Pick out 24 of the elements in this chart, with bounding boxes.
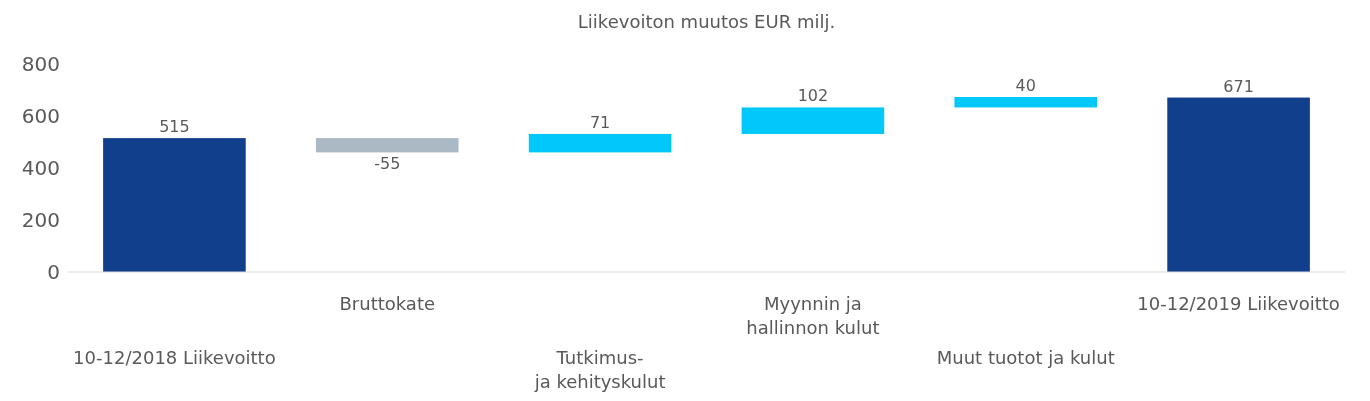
data-label: -55 [374,154,401,174]
data-label: 71 [589,112,611,132]
x-tick-label: Muut tuotot ja kulut [936,347,1115,368]
data-label: 671 [1223,76,1254,96]
bar [315,138,459,153]
bar [103,138,246,272]
data-label: 102 [797,86,829,106]
bar [954,97,1098,108]
data-label: 40 [1015,76,1036,96]
bar [1167,97,1310,272]
x-tick-label: Bruttokate [339,293,436,314]
bar [741,107,885,134]
y-tick-label: 600 [21,104,60,128]
x-tick-label: Myynnin ja hallinnon kulut [746,293,880,338]
y-tick-label: 800 [21,52,60,76]
y-tick-label: 0 [47,260,60,284]
bar [528,133,672,153]
data-label: 515 [159,117,190,137]
chart-title: Liikevoiton muutos EUR milj. [577,11,836,32]
x-tick-label: 10-12/2018 Liikevoitto [73,347,276,368]
x-tick-label: Tutkimus- ja kehityskulut [533,347,666,392]
x-tick-label: 10-12/2019 Liikevoitto [1137,293,1340,314]
y-tick-label: 200 [21,208,60,232]
y-tick-label: 400 [21,156,60,180]
